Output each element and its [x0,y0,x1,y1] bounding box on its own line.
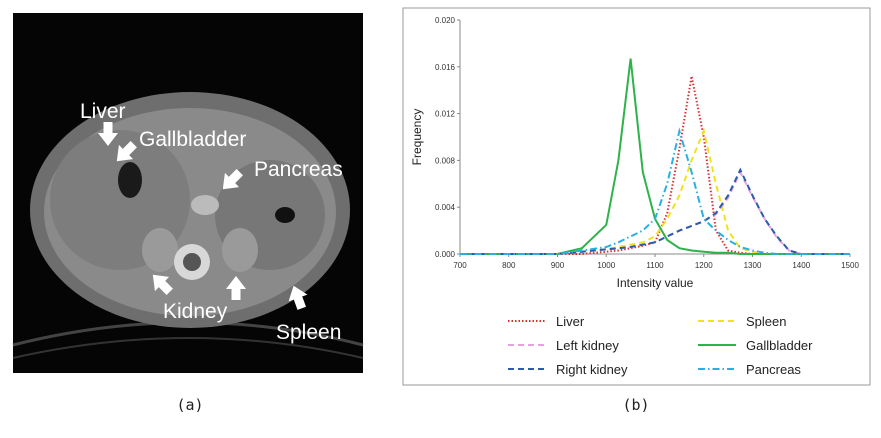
organ-label: Pancreas [254,158,343,181]
y-axis-label: Frequency [410,109,424,166]
chart: 0.000 0.004 0.008 0.012 0.016 0.020 700 800 900 1… [410,16,859,377]
y-tick-label: 0.008 [435,156,456,165]
y-tick-label: 0.012 [435,110,456,119]
x-tick-label: 1300 [744,261,762,270]
legend-label: Right kidney [556,362,628,377]
legend-label: Left kidney [556,338,619,353]
y-tick-label: 0.016 [435,63,456,72]
series-line [460,127,850,255]
legend-label: Liver [556,314,585,329]
caption: (b) [622,396,649,414]
x-tick-label: 1400 [792,261,810,270]
y-tick-label: 0.000 [435,250,456,259]
y-tick-label: 0.020 [435,16,456,25]
organ-label: Kidney [163,300,228,323]
x-tick-label: 1500 [841,261,859,270]
x-tick-label: 1200 [695,261,713,270]
x-tick-label: 800 [502,261,516,270]
caption: (a) [176,396,203,414]
y-tick-label: 0.004 [435,203,456,212]
x-tick-label: 700 [453,261,467,270]
chart-frame [402,7,871,386]
x-axis-label: Intensity value [617,276,694,290]
legend-label: Spleen [746,314,786,329]
series-line [460,167,850,255]
organ-label: Spleen [276,321,341,344]
organ-label: Liver [80,100,126,123]
x-tick-label: 900 [551,261,565,270]
legend-label: Pancreas [746,362,801,377]
legend-label: Gallbladder [746,338,813,353]
organ-label: Gallbladder [139,128,246,151]
x-tick-label: 1000 [597,261,615,270]
ct-image: Liver Gallbladder Pancreas Kidney Spleen [12,13,364,373]
x-tick-label: 1100 [646,261,664,270]
